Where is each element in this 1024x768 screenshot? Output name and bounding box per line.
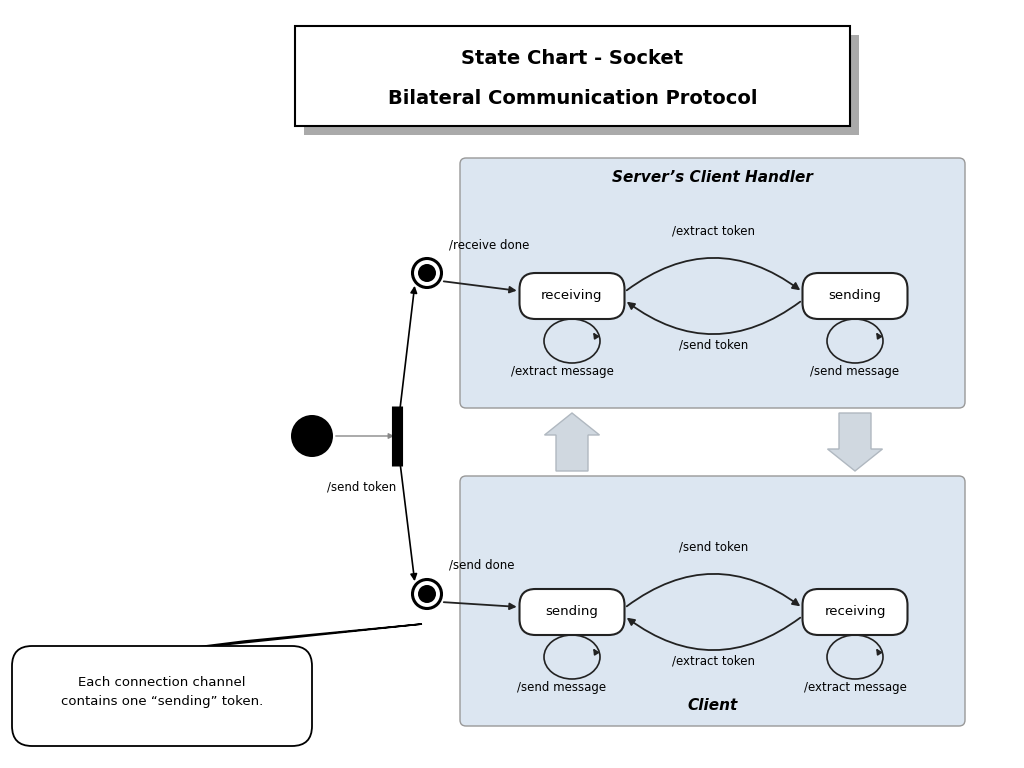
Circle shape: [413, 259, 441, 287]
FancyBboxPatch shape: [803, 273, 907, 319]
Text: /extract token: /extract token: [672, 225, 755, 238]
Circle shape: [413, 580, 441, 608]
Text: Client: Client: [687, 699, 737, 713]
Text: Server’s Client Handler: Server’s Client Handler: [612, 170, 813, 186]
FancyBboxPatch shape: [460, 158, 965, 408]
Text: /extract message: /extract message: [804, 681, 906, 694]
Text: sending: sending: [546, 605, 598, 618]
Text: /send token: /send token: [679, 338, 749, 351]
FancyBboxPatch shape: [519, 273, 625, 319]
FancyArrow shape: [545, 413, 599, 471]
Text: /send message: /send message: [517, 681, 606, 694]
FancyBboxPatch shape: [295, 26, 850, 126]
FancyBboxPatch shape: [803, 589, 907, 635]
Text: /receive done: /receive done: [449, 238, 529, 251]
Text: /send token: /send token: [679, 541, 749, 554]
Text: sending: sending: [828, 290, 882, 303]
Text: /extract token: /extract token: [672, 654, 755, 667]
FancyBboxPatch shape: [304, 35, 859, 135]
FancyBboxPatch shape: [519, 589, 625, 635]
Circle shape: [418, 585, 436, 603]
Circle shape: [418, 264, 436, 282]
Text: receiving: receiving: [542, 290, 603, 303]
Text: Each connection channel
contains one “sending” token.: Each connection channel contains one “se…: [60, 677, 263, 707]
FancyBboxPatch shape: [460, 476, 965, 726]
FancyBboxPatch shape: [12, 646, 312, 746]
FancyArrow shape: [827, 413, 883, 471]
Text: receiving: receiving: [824, 605, 886, 618]
Text: /send done: /send done: [449, 559, 514, 572]
Text: /extract message: /extract message: [511, 365, 613, 378]
Text: State Chart - Socket: State Chart - Socket: [462, 48, 684, 68]
Text: /send message: /send message: [810, 365, 899, 378]
Text: Bilateral Communication Protocol: Bilateral Communication Protocol: [388, 88, 758, 108]
Circle shape: [291, 415, 333, 457]
Text: /send token: /send token: [328, 480, 396, 493]
